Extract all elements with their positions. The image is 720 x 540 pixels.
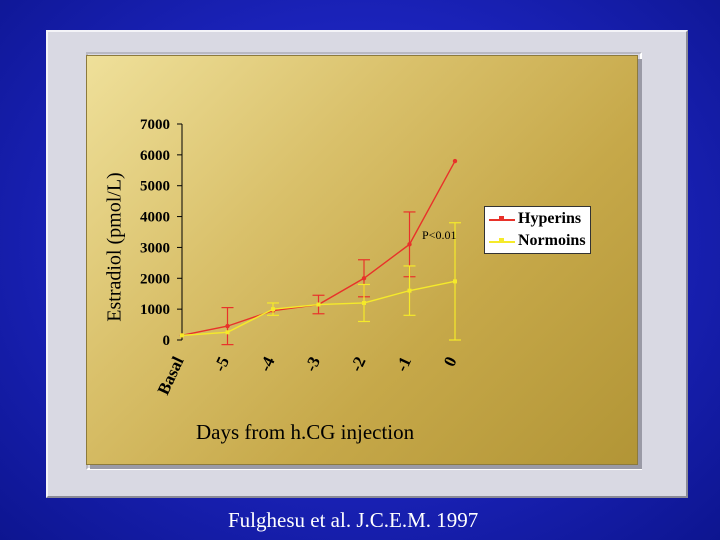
p-value-annotation: P<0.01 (422, 228, 457, 242)
x-tick-label: -1 (392, 354, 415, 375)
y-tick-label: 6000 (140, 148, 170, 164)
x-axis-label: Days from h.CG injection (196, 420, 415, 444)
y-tick-label: 0 (163, 333, 171, 349)
data-point-normoins (316, 302, 321, 307)
x-tick-label: -5 (210, 354, 233, 375)
data-point-hyperins (452, 158, 458, 164)
x-tick-label: -2 (346, 354, 369, 375)
y-tick-label: 7000 (140, 117, 170, 133)
legend-label-normoins: Normoins (518, 232, 586, 249)
x-tick-label: Basal (154, 353, 188, 397)
x-tick-label: 0 (440, 354, 461, 370)
x-tick-label: -4 (255, 353, 278, 374)
data-point-hyperins (361, 276, 367, 281)
data-point-hyperins (225, 323, 230, 329)
y-axis-label: Estradiol (pmol/L) (103, 172, 126, 322)
legend-marker-hyperins (499, 216, 504, 221)
y-tick-label: 2000 (140, 271, 170, 287)
citation: Fulghesu et al. J.C.E.M. 1997 (228, 508, 479, 532)
data-point-normoins (180, 333, 184, 338)
x-tick-label: -3 (301, 354, 324, 375)
data-point-normoins (225, 330, 230, 335)
data-point-normoins (407, 288, 412, 293)
y-tick-label: 3000 (140, 240, 170, 256)
legend-label-hyperins: Hyperins (518, 210, 582, 227)
data-point-hyperins (407, 242, 412, 247)
data-point-normoins (453, 279, 457, 284)
legend-marker-normoins (499, 238, 504, 243)
legend-item-hyperins: Hyperins (485, 209, 590, 231)
legend-item-normoins: Normoins (485, 231, 590, 253)
y-tick-label: 1000 (140, 302, 170, 318)
legend: Hyperins Normoins (484, 206, 591, 254)
data-point-normoins (271, 307, 275, 312)
y-tick-label: 5000 (140, 179, 170, 195)
y-tick-label: 4000 (140, 210, 170, 226)
data-point-normoins (362, 300, 366, 305)
